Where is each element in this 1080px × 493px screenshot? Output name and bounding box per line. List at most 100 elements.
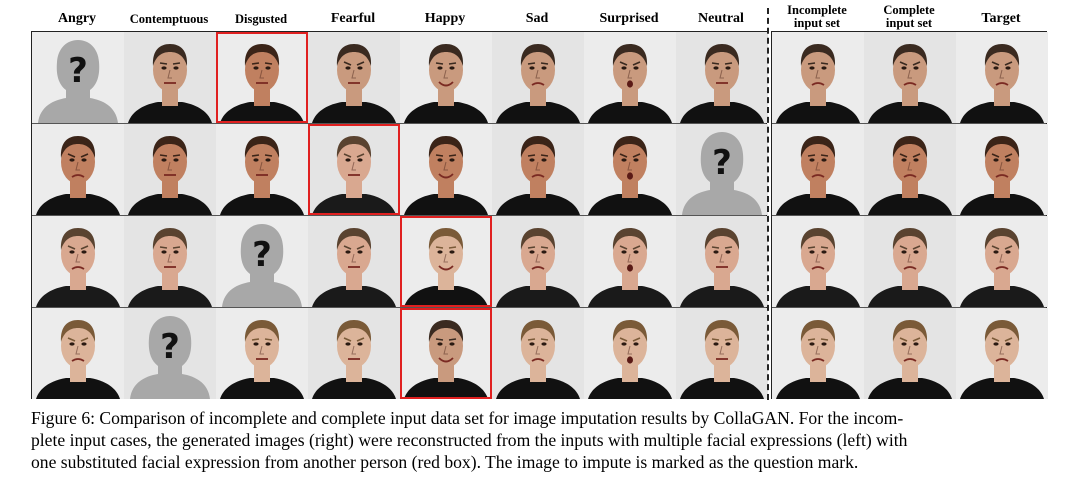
- nose: [719, 253, 724, 263]
- right-eyebrow: [1004, 61, 1013, 66]
- mouth: [71, 174, 85, 178]
- mouth: [903, 358, 917, 362]
- mouth: [531, 174, 545, 178]
- left-eyebrow: [343, 153, 352, 158]
- shirt: [36, 378, 120, 399]
- input-face-cell: [124, 32, 216, 123]
- neck: [530, 88, 546, 106]
- left-eyebrow: [807, 246, 816, 249]
- right-eye: [633, 342, 639, 346]
- left-eye: [713, 250, 719, 254]
- right-eye: [265, 342, 271, 346]
- right-eyebrow: [356, 61, 365, 66]
- left-eyebrow: [67, 153, 76, 158]
- right-eyebrow: [540, 338, 549, 341]
- shirt: [36, 194, 120, 215]
- input-face-cell: [32, 216, 124, 307]
- mouth: [995, 358, 1009, 362]
- header-disgusted: Disgusted: [234, 12, 288, 26]
- nose: [907, 69, 912, 79]
- right-eyebrow: [632, 153, 641, 158]
- neck: [622, 180, 638, 198]
- right-eyebrow: [724, 246, 733, 249]
- left-eye: [161, 66, 167, 70]
- hair: [612, 320, 648, 342]
- right-eyebrow: [540, 154, 549, 157]
- left-eye: [901, 250, 907, 254]
- shirt: [776, 378, 860, 399]
- mouth: [811, 82, 825, 86]
- hair: [984, 320, 1020, 342]
- nose: [75, 161, 80, 171]
- left-eye: [437, 342, 443, 346]
- output-image-grid: [771, 31, 1048, 399]
- neck: [530, 364, 546, 382]
- right-eyebrow: [820, 338, 829, 341]
- left-eye: [437, 66, 443, 70]
- left-eyebrow: [435, 154, 444, 157]
- neck: [438, 272, 454, 290]
- left-eyebrow: [435, 62, 444, 65]
- neck: [810, 272, 826, 290]
- hair: [152, 228, 188, 250]
- nose: [167, 161, 172, 171]
- right-eyebrow: [264, 338, 273, 341]
- right-eyebrow: [356, 337, 365, 342]
- neck: [70, 180, 86, 198]
- mouth: [438, 173, 454, 179]
- nose: [259, 345, 264, 355]
- left-eye: [529, 158, 535, 162]
- shirt: [312, 378, 396, 399]
- right-eyebrow: [448, 338, 457, 341]
- hair: [152, 44, 188, 66]
- right-eye: [1005, 250, 1011, 254]
- nose: [815, 253, 820, 263]
- left-eyebrow: [711, 62, 720, 65]
- neck: [162, 88, 178, 106]
- left-eye: [437, 158, 443, 162]
- right-eye: [913, 158, 919, 162]
- left-eyebrow: [67, 337, 76, 342]
- hair: [800, 228, 836, 250]
- left-eyebrow: [527, 154, 536, 157]
- header-surprised: Surprised: [599, 11, 659, 26]
- right-eyebrow: [172, 62, 181, 65]
- hair: [520, 44, 556, 66]
- dashed-divider: [767, 8, 769, 400]
- header-complete-line2: input set: [885, 16, 933, 30]
- nose: [627, 161, 632, 171]
- shirt: [128, 102, 212, 123]
- right-eye: [357, 66, 363, 70]
- right-eye: [913, 342, 919, 346]
- hair: [336, 320, 372, 342]
- shirt: [496, 194, 580, 215]
- hair: [704, 228, 740, 250]
- shirt: [960, 378, 1044, 399]
- input-face-cell: [584, 308, 676, 399]
- mouth: [438, 357, 454, 363]
- shirt: [960, 286, 1044, 307]
- nose: [167, 69, 172, 79]
- right-eyebrow: [540, 62, 549, 65]
- right-eye: [449, 250, 455, 254]
- shirt: [36, 286, 120, 307]
- hair: [612, 44, 648, 66]
- input-face-cell: [492, 216, 584, 307]
- mouth: [903, 82, 917, 86]
- shirt: [680, 286, 764, 307]
- right-eyebrow: [1004, 245, 1013, 250]
- input-face-cell: [32, 124, 124, 215]
- header-complete-input-set: Complete input set: [863, 2, 955, 32]
- right-eyebrow: [820, 246, 829, 249]
- question-mark-glyph: ?: [68, 51, 88, 91]
- neck: [994, 88, 1010, 106]
- left-eye: [809, 158, 815, 162]
- input-face-cell: [584, 32, 676, 123]
- right-eye: [265, 66, 271, 70]
- nose: [351, 253, 356, 263]
- right-eye: [541, 158, 547, 162]
- right-eye: [821, 342, 827, 346]
- left-eyebrow: [619, 153, 628, 158]
- hair: [336, 44, 372, 66]
- left-eyebrow: [991, 153, 1000, 158]
